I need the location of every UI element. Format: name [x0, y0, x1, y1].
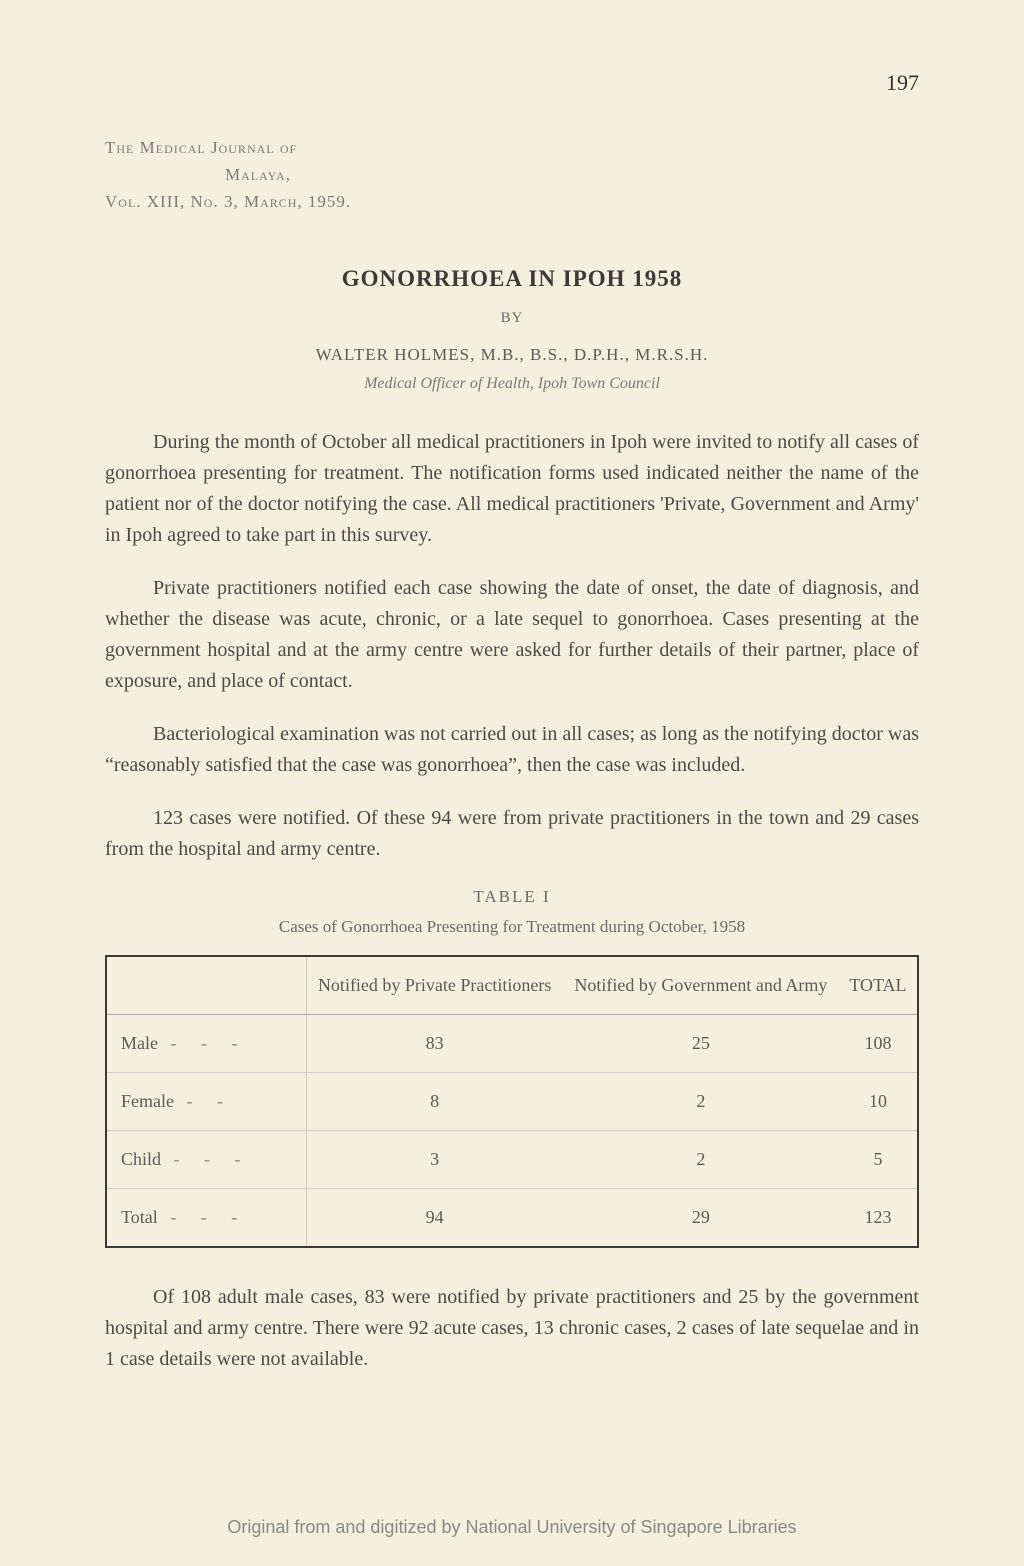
cell: 25: [563, 1014, 839, 1072]
table-header-row: Notified by Private Practitioners Notifi…: [106, 956, 918, 1015]
row-label-text: Female: [121, 1091, 174, 1111]
cell: 123: [839, 1188, 918, 1247]
cell: 3: [306, 1130, 563, 1188]
cell: 94: [306, 1188, 563, 1247]
author-name: WALTER HOLMES, M.B., B.S., D.P.H., M.R.S…: [105, 345, 919, 365]
table-row: Total - - - 94 29 123: [106, 1188, 918, 1247]
table-header-private: Notified by Private Practitioners: [306, 956, 563, 1015]
row-label-female: Female - -: [106, 1072, 306, 1130]
row-dashes: - - -: [162, 1033, 247, 1053]
table-row: Child - - - 3 2 5: [106, 1130, 918, 1188]
row-dashes: - -: [178, 1091, 233, 1111]
table-row: Male - - - 83 25 108: [106, 1014, 918, 1072]
cell: 2: [563, 1130, 839, 1188]
article-title: GONORRHOEA IN IPOH 1958: [105, 266, 919, 292]
paragraph-5: Of 108 adult male cases, 83 were notifie…: [105, 1282, 919, 1375]
page-container: 197 The Medical Journal of Malaya, Vol. …: [0, 0, 1024, 1566]
data-table: Notified by Private Practitioners Notifi…: [105, 955, 919, 1248]
table-header-govt: Notified by Government and Army: [563, 956, 839, 1015]
cell: 83: [306, 1014, 563, 1072]
journal-line3: Vol. XIII, No. 3, March, 1959.: [105, 188, 919, 215]
digitization-footer: Original from and digitized by National …: [0, 1517, 1024, 1538]
cell: 8: [306, 1072, 563, 1130]
cell: 5: [839, 1130, 918, 1188]
row-label-text: Child: [121, 1149, 161, 1169]
page-number: 197: [105, 70, 919, 96]
cell: 29: [563, 1188, 839, 1247]
cell: 108: [839, 1014, 918, 1072]
author-affiliation: Medical Officer of Health, Ipoh Town Cou…: [105, 375, 919, 393]
row-label-total: Total - - -: [106, 1188, 306, 1247]
journal-header: The Medical Journal of Malaya, Vol. XIII…: [105, 134, 919, 216]
table-label: TABLE I: [105, 887, 919, 907]
paragraph-3: Bacteriological examination was not carr…: [105, 719, 919, 781]
by-label: BY: [105, 310, 919, 327]
table-row: Female - - 8 2 10: [106, 1072, 918, 1130]
table-caption: Cases of Gonorrhoea Presenting for Treat…: [105, 917, 919, 937]
row-label-child: Child - - -: [106, 1130, 306, 1188]
paragraph-1: During the month of October all medical …: [105, 427, 919, 551]
row-label-text: Male: [121, 1033, 158, 1053]
cell: 10: [839, 1072, 918, 1130]
row-label-text: Total: [121, 1207, 158, 1227]
table-header-total: TOTAL: [839, 956, 918, 1015]
row-dashes: - - -: [166, 1149, 251, 1169]
table-header-blank: [106, 956, 306, 1015]
paragraph-4: 123 cases were notified. Of these 94 wer…: [105, 803, 919, 865]
row-dashes: - - -: [162, 1207, 247, 1227]
paragraph-2: Private practitioners notified each case…: [105, 573, 919, 697]
journal-line2: Malaya,: [105, 161, 919, 188]
cell: 2: [563, 1072, 839, 1130]
journal-line1: The Medical Journal of: [105, 134, 919, 161]
row-label-male: Male - - -: [106, 1014, 306, 1072]
